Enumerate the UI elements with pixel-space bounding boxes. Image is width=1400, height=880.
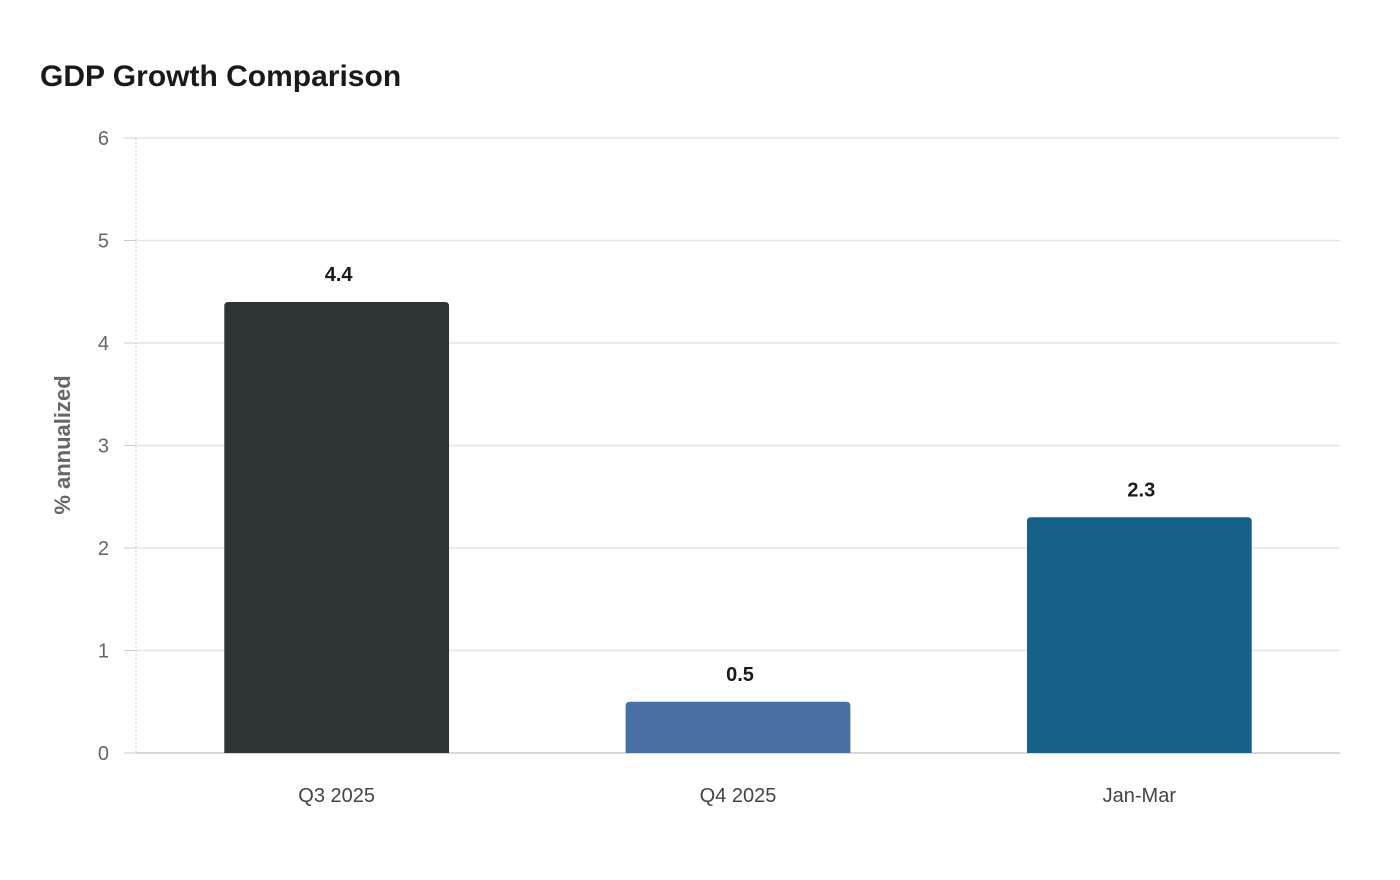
data-label-0: 4.4 — [325, 264, 354, 286]
y-tick-labels: 0 1 2 3 4 5 6 — [98, 128, 109, 765]
bars — [224, 302, 1252, 753]
y-tick-label-2: 2 — [98, 538, 109, 560]
y-tick-label-1: 1 — [98, 641, 109, 663]
y-axis-title: % annualized — [50, 375, 75, 514]
y-tick-label-3: 3 — [98, 436, 109, 458]
y-tick-label-6: 6 — [98, 128, 109, 150]
x-category-labels: Q3 2025 Q4 2025 Jan-Mar — [298, 785, 1176, 807]
y-tick-label-5: 5 — [98, 231, 109, 253]
data-label-1: 0.5 — [726, 664, 754, 686]
bar-jan-mar — [1026, 517, 1252, 753]
bar-q4-2025 — [625, 701, 851, 753]
x-category-label-0: Q3 2025 — [298, 785, 375, 807]
data-labels: 4.4 0.5 2.3 — [325, 264, 1155, 686]
x-category-label-1: Q4 2025 — [700, 785, 777, 807]
bar-q3-2025 — [224, 302, 450, 753]
data-label-2: 2.3 — [1127, 479, 1155, 501]
y-tick-label-4: 4 — [98, 333, 109, 355]
x-category-label-2: Jan-Mar — [1103, 785, 1177, 807]
chart-title: GDP Growth Comparison — [40, 60, 402, 93]
y-tick-label-0: 0 — [98, 743, 109, 765]
